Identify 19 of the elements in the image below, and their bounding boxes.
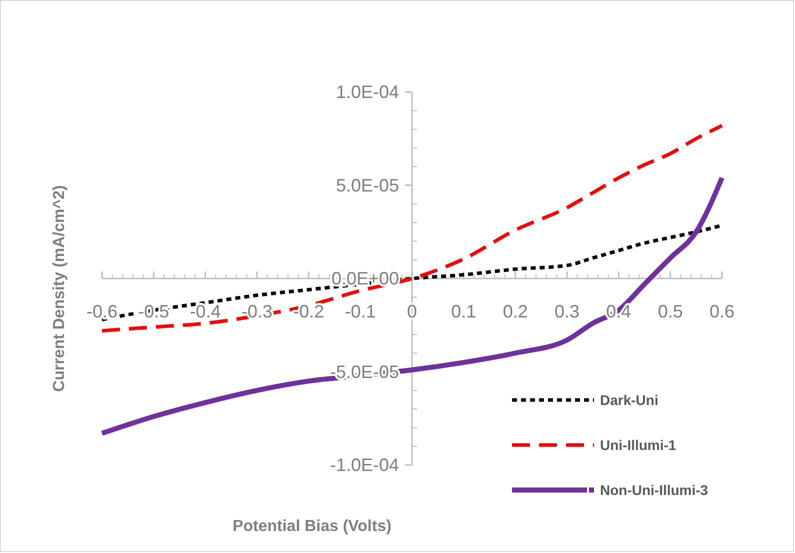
legend-label: Uni-Illumi-1 — [600, 437, 676, 453]
y-tick-label: 5.0E-05 — [336, 175, 399, 196]
x-tick-label: -0.6 — [86, 302, 118, 322]
x-axis-title: Potential Bias (Volts) — [232, 518, 392, 535]
x-tick-label: 0.2 — [502, 302, 528, 322]
x-tick-label: -0.4 — [190, 302, 221, 322]
x-tick-label: -0.1 — [344, 302, 376, 322]
legend-label: Dark-Uni — [600, 392, 658, 408]
x-tick-label: 0 — [406, 302, 418, 322]
x-tick-label: 0.5 — [658, 302, 683, 322]
x-tick-label: 0.3 — [554, 302, 580, 322]
x-tick-label: -0.2 — [293, 302, 324, 322]
y-tick-label: -1.0E-04 — [330, 455, 399, 475]
x-tick-label: 0.6 — [709, 302, 735, 322]
x-tick-label: 0.1 — [451, 302, 476, 322]
legend-label: Non-Uni-Illumi-3 — [600, 482, 708, 498]
y-axis-title: Current Density (mA/cm^2) — [51, 185, 68, 392]
y-tick-label: 0.0E+00 — [331, 268, 399, 288]
y-tick-label: 1.0E-04 — [336, 82, 399, 102]
